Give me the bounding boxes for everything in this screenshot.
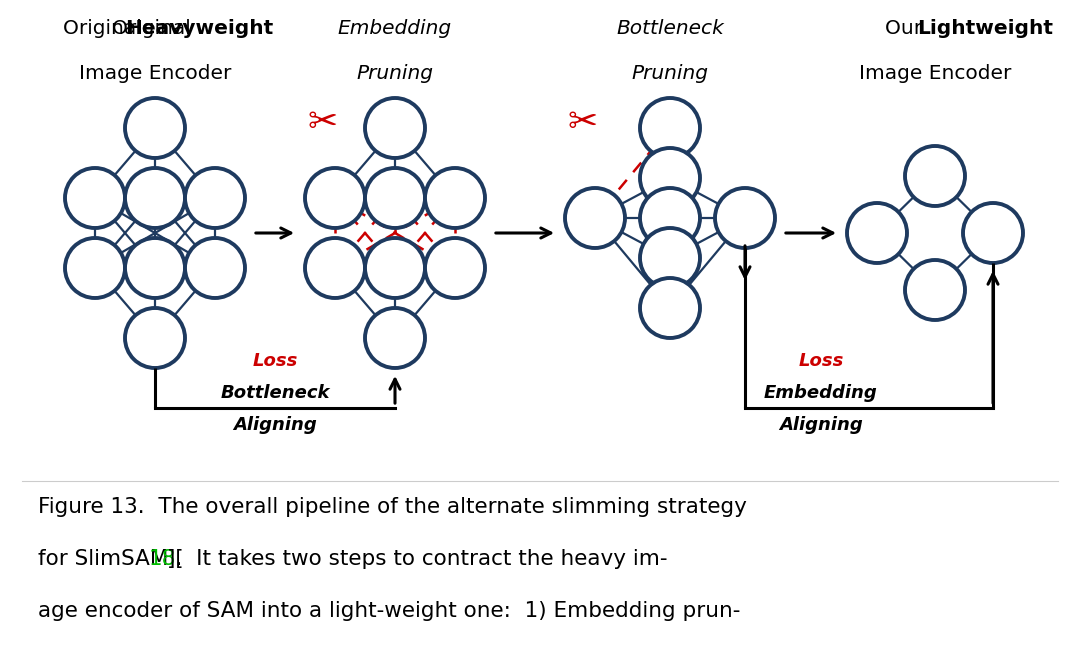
Circle shape: [365, 168, 426, 228]
Circle shape: [125, 238, 185, 298]
Circle shape: [640, 278, 700, 338]
Text: ].  It takes two steps to contract the heavy im-: ]. It takes two steps to contract the he…: [167, 549, 667, 569]
Text: age encoder of SAM into a light-weight one:  1) Embedding prun-: age encoder of SAM into a light-weight o…: [38, 601, 741, 621]
Circle shape: [847, 203, 907, 263]
Text: Pruning: Pruning: [356, 63, 433, 82]
Circle shape: [640, 228, 700, 288]
Text: for SlimSAM [: for SlimSAM [: [38, 549, 184, 569]
Text: Lightweight: Lightweight: [917, 18, 1053, 37]
Circle shape: [640, 188, 700, 248]
Text: Figure 13.  The overall pipeline of the alternate slimming strategy: Figure 13. The overall pipeline of the a…: [38, 497, 747, 517]
Text: Original: Original: [112, 18, 198, 37]
Circle shape: [185, 168, 245, 228]
Circle shape: [905, 146, 966, 206]
Text: Embedding: Embedding: [338, 18, 453, 37]
Circle shape: [65, 238, 125, 298]
Circle shape: [365, 98, 426, 158]
Circle shape: [125, 168, 185, 228]
Circle shape: [185, 238, 245, 298]
Circle shape: [715, 188, 775, 248]
Circle shape: [365, 308, 426, 368]
Circle shape: [125, 308, 185, 368]
Text: Bottleneck: Bottleneck: [220, 384, 329, 402]
Text: Bottleneck: Bottleneck: [616, 18, 724, 37]
Text: 18: 18: [149, 549, 176, 569]
Text: Image Encoder: Image Encoder: [79, 63, 231, 82]
Circle shape: [65, 168, 125, 228]
Text: Aligning: Aligning: [233, 416, 316, 434]
Text: Loss: Loss: [253, 352, 298, 370]
Circle shape: [565, 188, 625, 248]
Circle shape: [426, 168, 485, 228]
Text: Embedding: Embedding: [765, 384, 878, 402]
Text: Our: Our: [885, 18, 929, 37]
Text: Pruning: Pruning: [632, 63, 708, 82]
Circle shape: [963, 203, 1023, 263]
Text: ✂: ✂: [568, 106, 598, 140]
Text: Image Encoder: Image Encoder: [859, 63, 1011, 82]
Text: ✂: ✂: [308, 106, 338, 140]
Circle shape: [640, 98, 700, 158]
Circle shape: [125, 98, 185, 158]
Text: Original: Original: [63, 18, 148, 37]
Circle shape: [426, 238, 485, 298]
Circle shape: [640, 148, 700, 208]
Circle shape: [365, 238, 426, 298]
Circle shape: [905, 260, 966, 320]
Circle shape: [305, 168, 365, 228]
Text: Heavyweight: Heavyweight: [125, 18, 273, 37]
Text: Aligning: Aligning: [779, 416, 863, 434]
Text: Loss: Loss: [798, 352, 843, 370]
Circle shape: [305, 238, 365, 298]
